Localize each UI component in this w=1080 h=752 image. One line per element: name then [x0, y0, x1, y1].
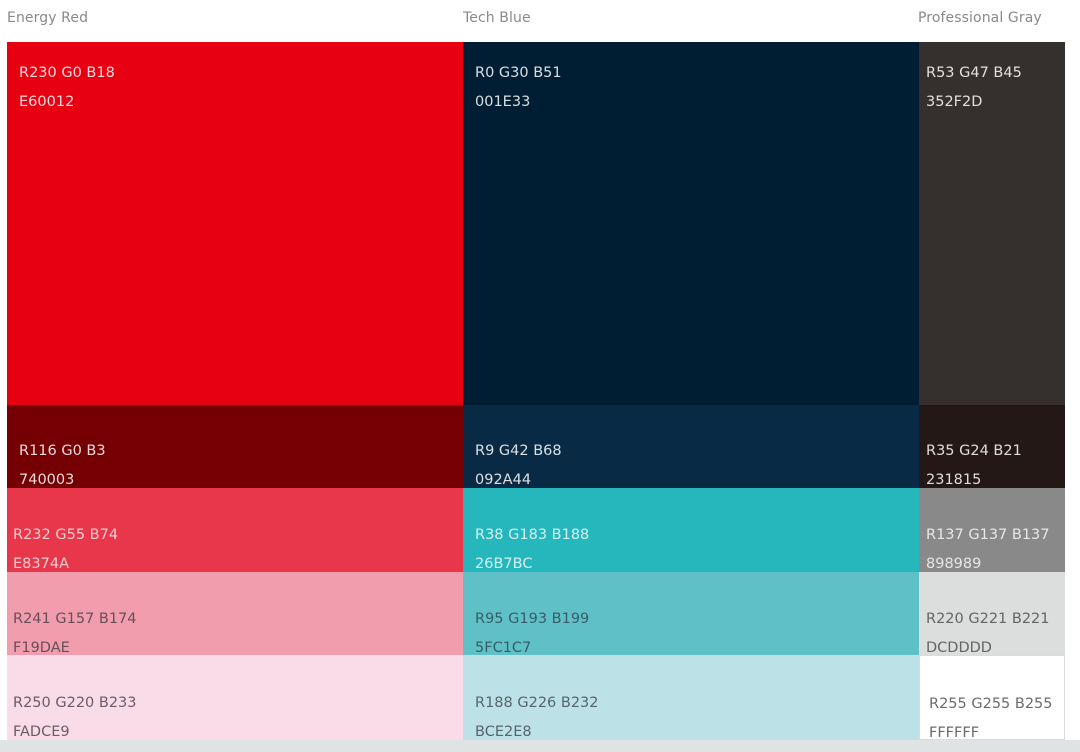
swatch-energy-red-4: R241 G157 B174 F19DAE: [7, 572, 463, 655]
swatch-tech-blue-3: R38 G183 B188 26B7BC: [463, 488, 919, 572]
swatch-rgb-value: R38 G183 B188: [475, 527, 590, 543]
swatch-rgb-value: R230 G0 B18: [19, 65, 115, 81]
swatch-rgb-value: R188 G226 B232: [475, 695, 599, 711]
swatch-hex-value: 231815: [926, 472, 982, 488]
bottom-bar: [0, 740, 1080, 752]
swatch-hex-value: 001E33: [475, 94, 531, 110]
swatch-professional-gray-5: R255 G255 B255 FFFFFF: [919, 655, 1065, 740]
swatch-energy-red-1: R230 G0 B18 E60012: [7, 42, 463, 405]
swatch-rgb-value: R0 G30 B51: [475, 65, 562, 81]
swatch-rgb-value: R95 G193 B199: [475, 611, 590, 627]
swatch-hex-value: 5FC1C7: [475, 640, 532, 655]
swatch-tech-blue-2: R9 G42 B68 092A44: [463, 405, 919, 488]
swatch-energy-red-5: R250 G220 B233 FADCE9: [7, 655, 463, 740]
swatch-hex-value: F19DAE: [13, 640, 70, 655]
swatch-tech-blue-4: R95 G193 B199 5FC1C7: [463, 572, 919, 655]
swatch-rgb-value: R137 G137 B137: [926, 527, 1050, 543]
swatch-hex-value: 352F2D: [926, 94, 983, 110]
swatch-hex-value: FFFFFF: [929, 725, 980, 740]
column-header-tech-blue: Tech Blue: [463, 10, 531, 26]
swatch-hex-value: BCE2E8: [475, 724, 532, 740]
swatch-hex-value: DCDDDD: [926, 640, 992, 655]
swatch-rgb-value: R9 G42 B68: [475, 443, 562, 459]
swatch-hex-value: 092A44: [475, 472, 532, 488]
swatch-hex-value: 26B7BC: [475, 556, 533, 572]
swatch-rgb-value: R241 G157 B174: [13, 611, 137, 627]
swatch-rgb-value: R250 G220 B233: [13, 695, 137, 711]
swatch-hex-value: E60012: [19, 94, 75, 110]
column-header-professional-gray: Professional Gray: [918, 10, 1042, 26]
swatch-energy-red-3: R232 G55 B74 E8374A: [7, 488, 463, 572]
swatch-rgb-value: R116 G0 B3: [19, 443, 106, 459]
swatch-tech-blue-5: R188 G226 B232 BCE2E8: [463, 655, 919, 740]
swatch-professional-gray-1: R53 G47 B45 352F2D: [919, 42, 1065, 405]
swatch-rgb-value: R232 G55 B74: [13, 527, 119, 543]
swatch-professional-gray-4: R220 G221 B221 DCDDDD: [919, 572, 1065, 655]
swatch-hex-value: E8374A: [13, 556, 69, 572]
swatch-hex-value: 740003: [19, 472, 75, 488]
swatch-rgb-value: R255 G255 B255: [929, 696, 1053, 712]
swatch-professional-gray-2: R35 G24 B21 231815: [919, 405, 1065, 488]
swatch-hex-value: FADCE9: [13, 724, 70, 740]
swatch-rgb-value: R53 G47 B45: [926, 65, 1022, 81]
swatch-rgb-value: R220 G221 B221: [926, 611, 1050, 627]
swatch-tech-blue-1: R0 G30 B51 001E33: [463, 42, 919, 405]
swatch-rgb-value: R35 G24 B21: [926, 443, 1022, 459]
swatch-professional-gray-3: R137 G137 B137 898989: [919, 488, 1065, 572]
column-header-energy-red: Energy Red: [7, 10, 89, 26]
swatch-energy-red-2: R116 G0 B3 740003: [7, 405, 463, 488]
swatch-hex-value: 898989: [926, 556, 982, 572]
